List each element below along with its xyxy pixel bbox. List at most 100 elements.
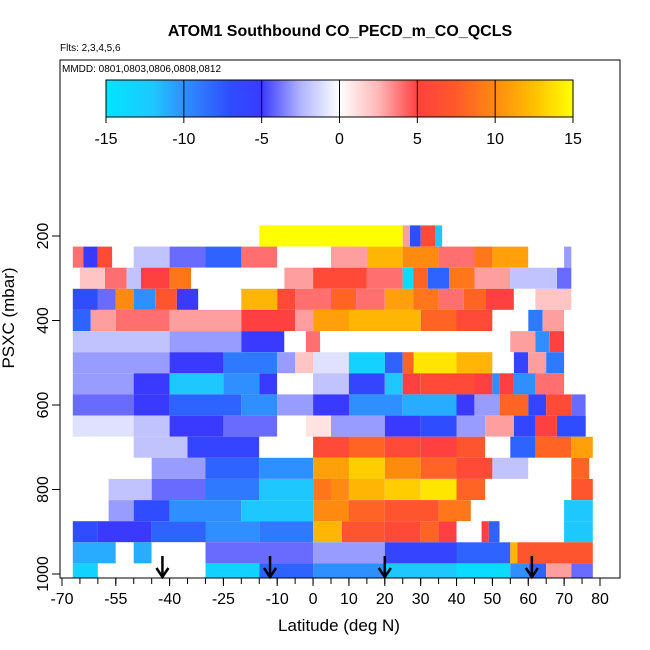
heatmap-cell — [456, 436, 486, 458]
heatmap-cell — [510, 563, 529, 578]
colorbar-tick-label: -15 — [94, 131, 117, 148]
heatmap-cell — [83, 246, 98, 268]
heatmap-cell — [72, 352, 170, 374]
heatmap-cell — [528, 309, 543, 331]
heatmap-cell — [564, 246, 572, 268]
heatmap-cell — [313, 563, 385, 578]
heatmap-cell — [151, 542, 206, 564]
heatmap-cell — [133, 373, 170, 395]
plot-frame — [59, 59, 621, 579]
heatmap-cell — [176, 288, 199, 310]
heatmap-cell — [241, 309, 296, 331]
heatmap-cell — [420, 478, 457, 500]
heatmap-cell — [133, 394, 170, 416]
heatmap-cell — [402, 352, 414, 374]
heatmap-cell — [105, 267, 127, 289]
heatmap-cell — [205, 542, 314, 564]
heatmap-cell — [420, 436, 457, 458]
heatmap-cell — [108, 478, 152, 500]
colorbar: -15 -10 -5 0 5 10 15 — [94, 79, 582, 148]
heatmap-cell — [223, 415, 278, 437]
x-tick-label: 60 — [519, 591, 537, 608]
heatmap-cell — [313, 373, 349, 395]
heatmap-cell — [72, 331, 170, 353]
heatmap-cell — [485, 500, 511, 522]
heatmap-cell — [241, 246, 278, 268]
heatmap-cell — [133, 415, 170, 437]
heatmap-cell — [348, 394, 403, 416]
y-axis: 200 400 600 800 1000 — [35, 223, 60, 592]
heatmap-cell — [517, 542, 593, 564]
heatmap-cell — [571, 478, 593, 500]
heatmap-cell — [564, 521, 593, 543]
heatmap-cell — [542, 309, 565, 331]
heatmap-cell — [169, 394, 242, 416]
heatmap-cell — [205, 246, 242, 268]
heatmap-cell — [348, 309, 421, 331]
heatmap-cell — [97, 288, 116, 310]
x-tick-label: 50 — [484, 591, 502, 608]
heatmap-cell — [72, 542, 116, 564]
heatmap-cell — [513, 415, 536, 437]
flights-label: Flts: 2,3,4,5,6 — [60, 43, 121, 54]
heatmap-cell — [384, 563, 457, 578]
heatmap-cell — [115, 309, 170, 331]
heatmap-cell — [528, 352, 547, 374]
heatmap-cell — [510, 500, 565, 522]
heatmap-cell — [535, 436, 572, 458]
heatmap-cell — [456, 521, 482, 543]
heatmap-cell — [277, 288, 296, 310]
heatmap-cell — [492, 309, 529, 331]
heatmap-cell — [384, 415, 421, 437]
heatmap-cell — [571, 394, 586, 416]
heatmap-cell — [313, 267, 367, 289]
heatmap-cell — [90, 309, 116, 331]
x-tick-label: 80 — [591, 591, 609, 608]
heatmap-cell — [474, 246, 493, 268]
y-axis-label: PSXC (mbar) — [0, 267, 18, 368]
x-tick-label: -70 — [50, 591, 73, 608]
colorbar-tick-label: 5 — [413, 131, 422, 148]
colorbar-tick-label: 0 — [335, 131, 344, 148]
heatmap-cell — [72, 288, 98, 310]
heatmap-cell — [169, 373, 224, 395]
heatmap-cell — [348, 352, 385, 374]
heatmap-cell — [510, 331, 536, 353]
heatmap-cell — [413, 352, 457, 374]
heatmap-cell — [485, 288, 514, 310]
heatmap-cell — [241, 331, 285, 353]
heatmap-cell — [348, 373, 385, 395]
heatmap-cell — [456, 394, 475, 416]
y-tick-label: 600 — [35, 392, 52, 419]
heatmap-cell — [259, 436, 314, 458]
heatmap-cell — [259, 521, 314, 543]
heatmap-cell — [384, 352, 403, 374]
heatmap-cell — [513, 288, 536, 310]
heatmap-cell — [97, 246, 113, 268]
heatmap-cell — [535, 331, 550, 353]
y-tick-label: 400 — [35, 307, 52, 334]
heatmap-cell — [356, 288, 385, 310]
heatmap-cell — [470, 500, 486, 522]
heatmap-cell — [169, 267, 192, 289]
heatmap-cell — [133, 436, 188, 458]
heatmap-cell — [241, 394, 278, 416]
heatmap-cell — [456, 331, 511, 353]
heatmap-cell — [420, 225, 435, 247]
heatmap-cell — [169, 500, 242, 522]
heatmap-cell — [305, 415, 331, 437]
heatmap-cell — [151, 478, 206, 500]
heatmap-cell — [133, 288, 156, 310]
y-tick-label: 800 — [35, 476, 52, 503]
colorbar-tick-label: 10 — [486, 131, 504, 148]
heatmap-cell — [571, 436, 593, 458]
heatmap-cell — [313, 478, 331, 500]
heatmap-cell — [456, 352, 493, 374]
heatmap-cell — [348, 457, 385, 479]
heatmap-cell — [133, 500, 170, 522]
heatmap-cell — [456, 457, 493, 479]
heatmap-cell — [492, 373, 500, 395]
colorbar-tick-label: 15 — [564, 131, 582, 148]
heatmap-cell — [259, 457, 314, 479]
heatmap-cell — [571, 457, 590, 479]
